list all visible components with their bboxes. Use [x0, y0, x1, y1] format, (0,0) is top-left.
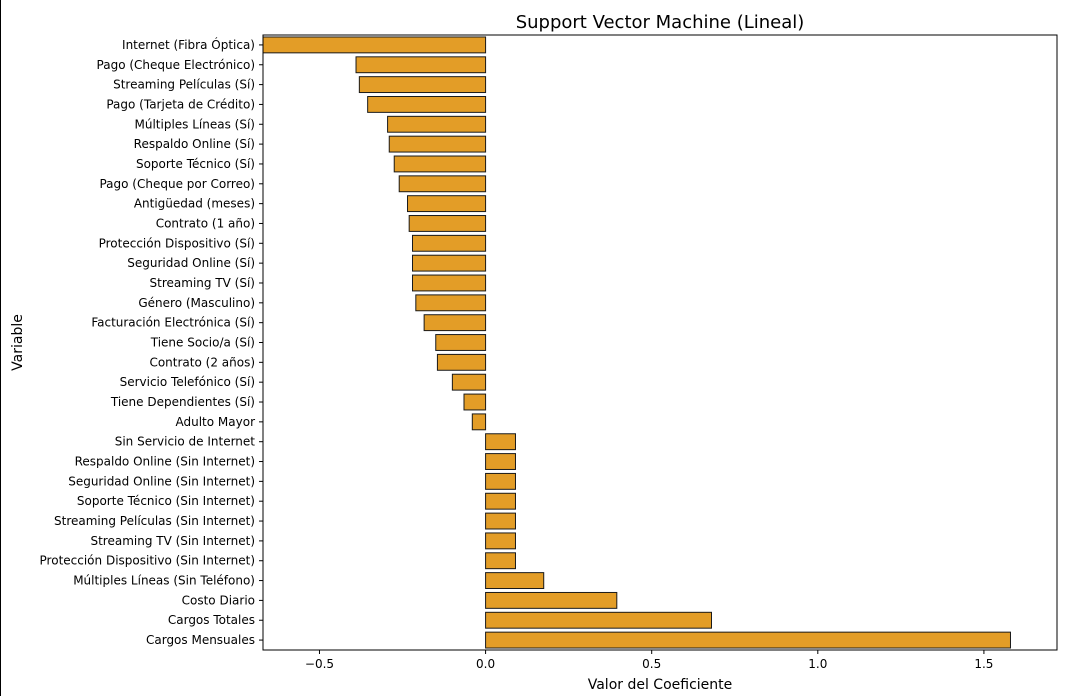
y-tick-label: Antigüedad (meses) — [134, 197, 255, 211]
bar — [485, 591, 618, 609]
bar — [388, 135, 487, 153]
bar — [485, 433, 516, 451]
y-tick-label: Seguridad Online (Sí) — [127, 256, 255, 270]
bar — [411, 274, 487, 292]
y-ticks-group: Internet (Fibra Óptica) Pago (Cheque Elec… — [40, 37, 263, 647]
x-tick-label: −0.5 — [305, 657, 334, 671]
bar — [436, 353, 487, 371]
y-tick-label: Streaming TV (Sin Internet) — [90, 534, 255, 548]
y-tick-label: Cargos Mensuales — [146, 633, 255, 647]
bars-group — [262, 36, 1011, 649]
y-tick-label: Seguridad Online (Sin Internet) — [68, 474, 255, 488]
y-tick-label: Múltiples Líneas (Sin Teléfono) — [73, 574, 255, 588]
y-tick-label: Respaldo Online (Sí) — [134, 137, 255, 151]
y-tick-label: Tiene Socio/a (Sí) — [150, 336, 255, 350]
left-border — [0, 0, 1, 696]
bar — [435, 334, 487, 351]
bar — [485, 572, 545, 589]
y-tick-label: Sin Servicio de Internet — [115, 435, 256, 449]
bar — [485, 532, 516, 550]
bar — [415, 294, 487, 312]
x-tick-label: 1.5 — [974, 657, 993, 671]
bar — [485, 552, 516, 570]
bar — [485, 631, 1011, 649]
bar — [411, 254, 487, 272]
bar — [485, 492, 516, 510]
bar — [387, 115, 487, 133]
y-tick-label: Costo Diario — [182, 593, 255, 607]
bar — [262, 36, 487, 54]
bar — [407, 195, 487, 213]
chart-title: Support Vector Machine (Lineal) — [516, 12, 805, 33]
bar — [485, 453, 516, 470]
y-tick-label: Soporte Técnico (Sin Internet) — [77, 494, 255, 508]
y-tick-label: Adulto Mayor — [176, 415, 256, 429]
bar — [393, 155, 487, 173]
bar — [471, 413, 487, 431]
y-tick-label: Streaming TV (Sí) — [150, 276, 255, 290]
bar — [485, 611, 712, 629]
y-tick-label: Género (Masculino) — [138, 296, 255, 310]
y-axis-label: Variable — [10, 314, 26, 371]
bar — [355, 56, 487, 74]
x-ticks-group: −0.5 0.0 0.5 1.0 1.5 — [305, 650, 993, 671]
bar — [398, 175, 487, 193]
bar — [411, 234, 487, 252]
y-tick-label: Múltiples Líneas (Sí) — [135, 117, 255, 131]
y-tick-label: Soporte Técnico (Sí) — [136, 157, 255, 171]
y-tick-label: Cargos Totales — [168, 613, 255, 627]
bar — [358, 76, 487, 94]
bar — [408, 215, 487, 232]
bar — [423, 314, 487, 332]
y-tick-label: Pago (Cheque Electrónico) — [97, 58, 255, 72]
y-tick-label: Streaming Películas (Sin Internet) — [54, 514, 255, 528]
y-tick-label: Tiene Dependientes (Sí) — [110, 395, 255, 409]
plot-frame — [262, 34, 1058, 651]
x-axis-label: Valor del Coeficiente — [588, 677, 733, 693]
bar — [485, 472, 516, 490]
x-tick-label: 0.5 — [642, 657, 661, 671]
y-tick-label: Facturación Electrónica (Sí) — [91, 316, 255, 330]
x-tick-label: 0.0 — [476, 657, 495, 671]
bar — [463, 393, 487, 411]
x-tick-label: 1.0 — [808, 657, 827, 671]
bar — [485, 512, 516, 530]
bar — [367, 96, 487, 113]
y-tick-label: Streaming Películas (Sí) — [113, 78, 255, 92]
y-tick-label: Protección Dispositivo (Sin Internet) — [40, 554, 255, 568]
bar — [451, 373, 487, 391]
y-tick-label: Contrato (1 año) — [156, 216, 255, 230]
y-tick-label: Internet (Fibra Óptica) — [122, 37, 255, 52]
y-tick-label: Respaldo Online (Sin Internet) — [75, 455, 255, 469]
y-tick-label: Pago (Cheque por Correo) — [99, 177, 255, 191]
y-tick-label: Contrato (2 años) — [149, 355, 255, 369]
y-tick-label: Protección Dispositivo (Sí) — [99, 236, 255, 250]
y-tick-label: Pago (Tarjeta de Crédito) — [106, 97, 255, 111]
y-tick-label: Servicio Telefónico (Sí) — [120, 375, 255, 389]
